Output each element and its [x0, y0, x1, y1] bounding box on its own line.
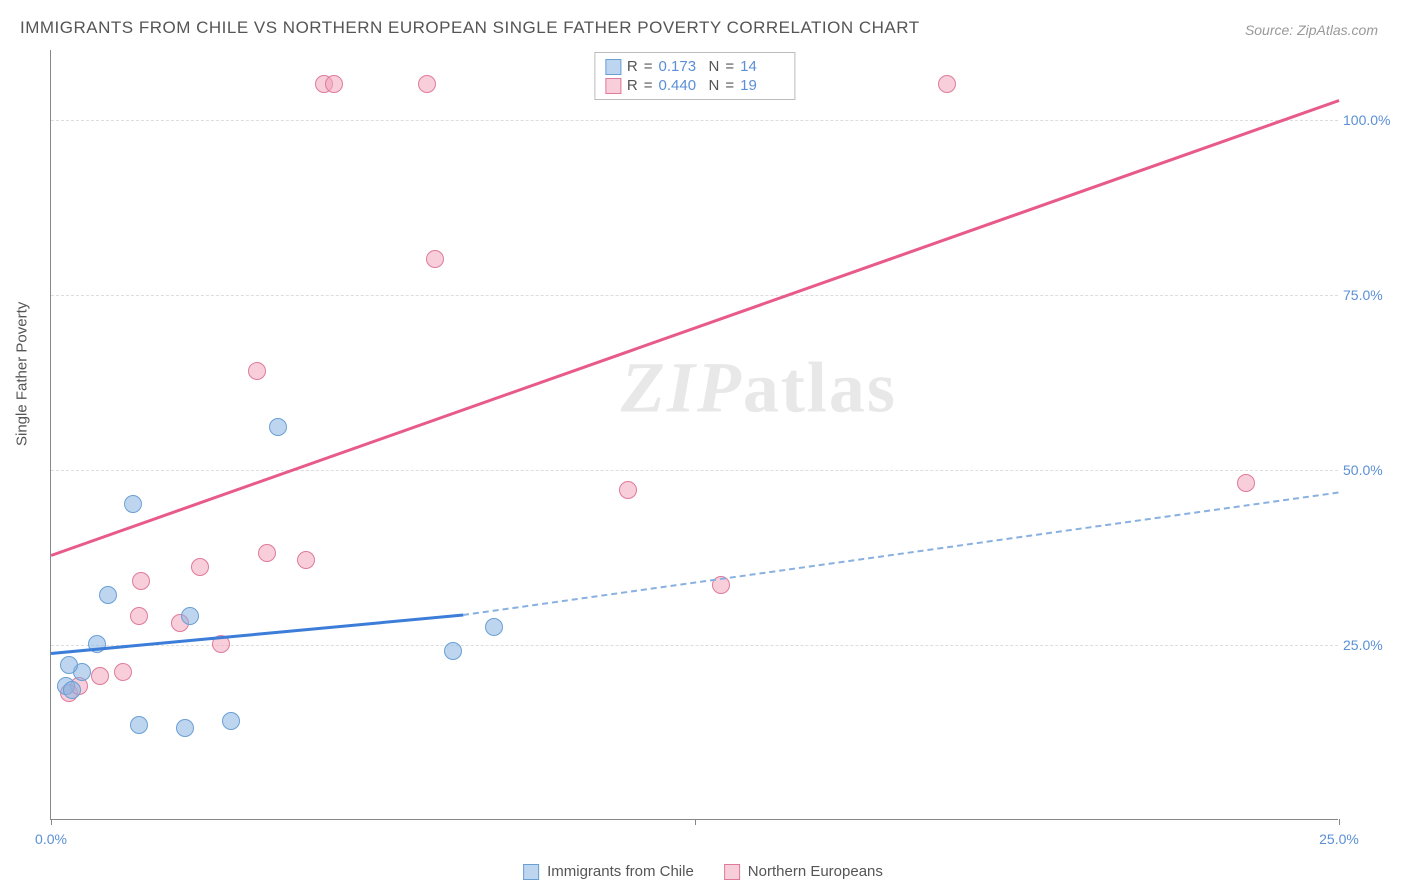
- swatch-blue-icon: [523, 864, 539, 880]
- data-point-pink: [325, 75, 343, 93]
- data-point-blue: [124, 495, 142, 513]
- gridline: [51, 120, 1338, 121]
- data-point-pink: [938, 75, 956, 93]
- gridline: [51, 295, 1338, 296]
- data-point-pink: [297, 551, 315, 569]
- stat-r-value-pink: 0.440: [659, 77, 703, 94]
- x-tick-label: 25.0%: [1319, 831, 1359, 847]
- data-point-pink: [619, 481, 637, 499]
- stat-n-value-pink: 19: [740, 77, 784, 94]
- data-point-pink: [418, 75, 436, 93]
- data-point-blue: [181, 607, 199, 625]
- y-tick-label: 75.0%: [1343, 287, 1398, 303]
- scatter-plot: ZIPatlas R = 0.173 N = 14 R = 0.440 N = …: [50, 50, 1338, 820]
- legend-label-pink: Northern Europeans: [748, 863, 883, 880]
- y-axis-label: Single Father Poverty: [14, 302, 31, 446]
- legend-item-pink: Northern Europeans: [724, 863, 883, 880]
- data-point-blue: [130, 716, 148, 734]
- y-tick-label: 100.0%: [1343, 112, 1398, 128]
- stats-legend-box: R = 0.173 N = 14 R = 0.440 N = 19: [594, 52, 795, 100]
- y-tick-label: 50.0%: [1343, 462, 1398, 478]
- data-point-pink: [132, 572, 150, 590]
- gridline: [51, 470, 1338, 471]
- data-point-pink: [1237, 474, 1255, 492]
- x-tick-mark: [695, 819, 696, 825]
- stat-n-label: N: [709, 58, 720, 75]
- data-point-blue: [60, 656, 78, 674]
- data-point-pink: [114, 663, 132, 681]
- legend-label-blue: Immigrants from Chile: [547, 863, 694, 880]
- data-point-pink: [91, 667, 109, 685]
- data-point-blue: [222, 712, 240, 730]
- legend-item-blue: Immigrants from Chile: [523, 863, 694, 880]
- stats-row-pink: R = 0.440 N = 19: [605, 76, 784, 95]
- data-point-pink: [426, 250, 444, 268]
- data-point-pink: [130, 607, 148, 625]
- gridline: [51, 645, 1338, 646]
- trendline-pink: [51, 99, 1340, 556]
- trendline-blue-dash: [463, 491, 1339, 615]
- watermark: ZIPatlas: [621, 347, 897, 430]
- data-point-blue: [269, 418, 287, 436]
- swatch-blue-icon: [605, 59, 621, 75]
- data-point-blue: [176, 719, 194, 737]
- bottom-legend: Immigrants from Chile Northern Europeans: [523, 863, 883, 880]
- chart-title: IMMIGRANTS FROM CHILE VS NORTHERN EUROPE…: [20, 18, 920, 38]
- stats-row-blue: R = 0.173 N = 14: [605, 57, 784, 76]
- data-point-blue: [485, 618, 503, 636]
- y-tick-label: 25.0%: [1343, 637, 1398, 653]
- x-tick-mark: [1339, 819, 1340, 825]
- stat-n-value-blue: 14: [740, 58, 784, 75]
- swatch-pink-icon: [724, 864, 740, 880]
- data-point-pink: [191, 558, 209, 576]
- data-point-blue: [99, 586, 117, 604]
- stat-r-value-blue: 0.173: [659, 58, 703, 75]
- data-point-pink: [258, 544, 276, 562]
- stat-r-label: R: [627, 58, 638, 75]
- x-tick-mark: [51, 819, 52, 825]
- source-label: Source: ZipAtlas.com: [1245, 22, 1378, 38]
- x-tick-label: 0.0%: [35, 831, 67, 847]
- data-point-blue: [444, 642, 462, 660]
- data-point-pink: [248, 362, 266, 380]
- data-point-blue: [63, 681, 81, 699]
- trendline-blue-solid: [51, 614, 463, 655]
- swatch-pink-icon: [605, 78, 621, 94]
